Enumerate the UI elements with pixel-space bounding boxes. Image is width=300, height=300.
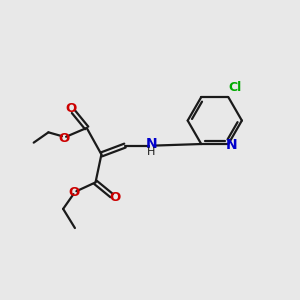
Text: O: O (58, 132, 69, 145)
Text: N: N (226, 139, 238, 152)
Text: O: O (68, 186, 80, 199)
Text: Cl: Cl (229, 81, 242, 94)
Text: O: O (65, 102, 77, 115)
Text: N: N (146, 137, 157, 151)
Text: H: H (147, 147, 156, 157)
Text: O: O (109, 191, 120, 205)
